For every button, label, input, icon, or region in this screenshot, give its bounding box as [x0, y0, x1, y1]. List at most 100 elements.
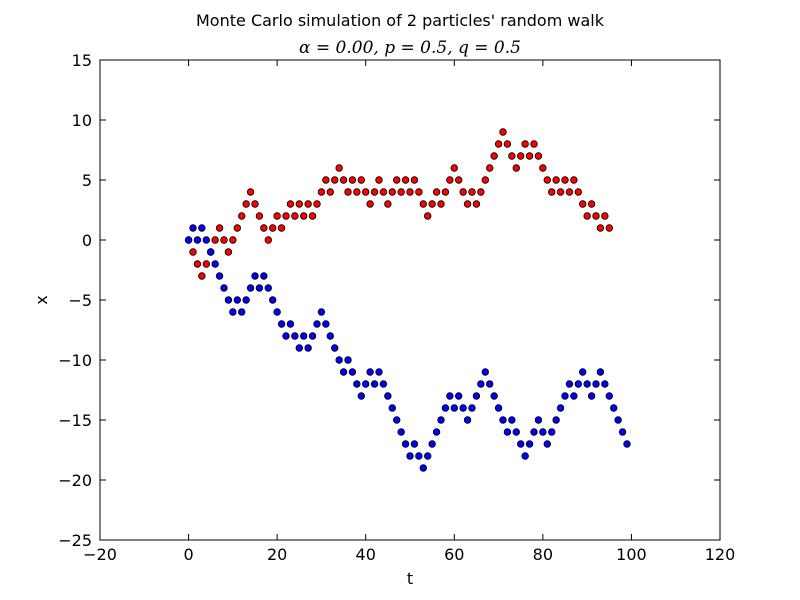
data-point [539, 428, 547, 436]
data-point [193, 236, 202, 244]
data-point [618, 428, 627, 436]
data-point [388, 188, 396, 196]
data-point [468, 188, 476, 196]
data-point [596, 368, 605, 376]
data-point [481, 368, 489, 376]
data-point [246, 284, 255, 292]
data-point [605, 392, 613, 400]
data-point [238, 212, 246, 220]
data-point [220, 284, 228, 292]
x-tick-label: 100 [616, 545, 647, 564]
data-point [494, 404, 503, 412]
data-point [331, 344, 339, 352]
data-point [388, 404, 396, 412]
data-point [339, 176, 348, 184]
data-point [229, 308, 237, 316]
data-point [552, 176, 560, 184]
data-point [286, 320, 295, 328]
data-point [255, 212, 264, 220]
data-point [286, 200, 295, 208]
data-point [517, 440, 525, 448]
x-axis-ticks: −20 0 20 40 60 80 100 120 [83, 60, 735, 564]
data-point [424, 212, 432, 220]
data-point [344, 356, 352, 364]
data-point [335, 356, 343, 364]
data-point [202, 236, 210, 244]
data-point [335, 164, 343, 172]
data-point [291, 212, 299, 220]
data-point [317, 308, 326, 316]
data-point [189, 248, 197, 256]
data-point [238, 308, 246, 316]
y-tick-label: 5 [82, 171, 92, 190]
data-point [512, 428, 520, 436]
data-point [486, 164, 494, 172]
data-point [269, 224, 277, 232]
data-point [494, 140, 503, 148]
data-point [530, 140, 538, 148]
data-point [583, 212, 591, 220]
data-point [587, 200, 596, 208]
data-point [610, 404, 618, 412]
data-point [224, 248, 233, 256]
x-tick-label: 20 [267, 545, 287, 564]
data-point [353, 188, 361, 196]
data-point [384, 392, 392, 400]
data-point [455, 176, 463, 184]
data-point [472, 392, 481, 400]
y-tick-label: −25 [58, 531, 92, 550]
data-point [463, 200, 472, 208]
data-point [486, 380, 494, 388]
data-point [583, 380, 591, 388]
data-point [184, 236, 193, 244]
data-point [410, 440, 419, 448]
data-point [273, 308, 281, 316]
y-axis-label: x [32, 295, 51, 304]
data-point [393, 176, 401, 184]
data-point [353, 380, 361, 388]
data-point [468, 404, 476, 412]
data-point [251, 200, 259, 208]
data-point [401, 176, 410, 184]
data-point [570, 176, 578, 184]
data-point [459, 404, 467, 412]
data-point [220, 236, 228, 244]
data-point [308, 212, 317, 220]
data-point [419, 200, 427, 208]
data-point [446, 176, 454, 184]
data-point [255, 284, 264, 292]
data-point [450, 404, 458, 412]
data-point [304, 344, 312, 352]
data-point [574, 188, 582, 196]
data-point [313, 200, 321, 208]
y-tick-label: −5 [68, 291, 92, 310]
plot-frame [99, 59, 721, 541]
data-point [379, 188, 388, 196]
data-point [198, 272, 206, 280]
data-point [313, 320, 321, 328]
data-point [415, 452, 423, 460]
data-point [304, 200, 312, 208]
data-point [521, 140, 529, 148]
data-point [406, 188, 414, 196]
data-point [477, 380, 485, 388]
data-point [375, 176, 383, 184]
data-point [525, 152, 534, 160]
data-point [233, 296, 241, 304]
data-point [508, 152, 516, 160]
data-point [406, 452, 414, 460]
data-point [357, 392, 365, 400]
data-point [512, 164, 520, 172]
data-point [251, 272, 259, 280]
data-point [282, 212, 290, 220]
data-point [415, 188, 423, 196]
data-point [605, 224, 613, 232]
data-point [561, 392, 569, 400]
data-point [260, 272, 268, 280]
data-point [211, 260, 219, 268]
data-point [202, 260, 210, 268]
data-point [366, 200, 374, 208]
data-point [193, 260, 202, 268]
data-point [432, 188, 441, 196]
data-point [308, 332, 317, 340]
